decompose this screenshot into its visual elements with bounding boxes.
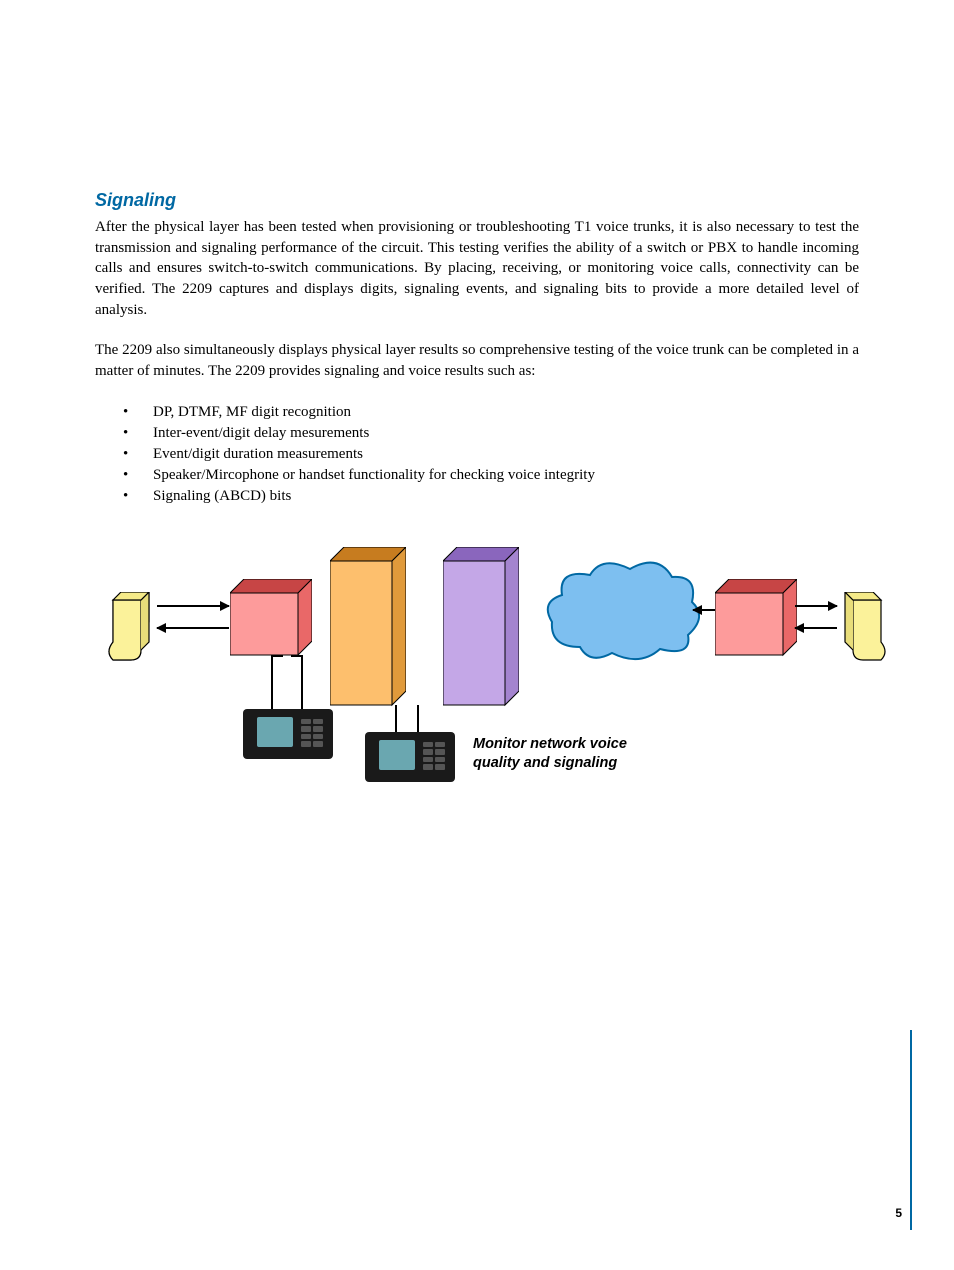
arrow-icon [795, 627, 837, 629]
switch-right-icon [715, 579, 797, 657]
list-item: Event/digit duration measurements [95, 444, 859, 465]
paragraph-1: After the physical layer has been tested… [95, 217, 859, 320]
margin-rule [910, 1030, 912, 1230]
tap-line [271, 655, 273, 713]
list-item: Speaker/Mircophone or handset functional… [95, 465, 859, 486]
terminal-right-icon [837, 592, 889, 667]
terminal-left-icon [105, 592, 157, 667]
list-item: DP, DTMF, MF digit recognition [95, 402, 859, 423]
section-heading: Signaling [95, 190, 859, 211]
arrow-icon [157, 627, 229, 629]
caption-line: Monitor network voice [473, 735, 627, 754]
network-cloud-icon [540, 557, 700, 677]
arrow-icon [693, 609, 715, 611]
arrow-icon [795, 605, 837, 607]
network-element-icon [443, 547, 519, 707]
tap-line [301, 655, 303, 713]
page-number: 5 [895, 1206, 902, 1220]
central-office-icon [330, 547, 406, 707]
tap-line [417, 705, 419, 735]
arrow-icon [157, 605, 229, 607]
bullet-list: DP, DTMF, MF digit recognition Inter-eve… [95, 402, 859, 507]
caption-line: quality and signaling [473, 754, 627, 773]
tap-line [395, 705, 397, 735]
paragraph-2: The 2209 also simultaneously displays ph… [95, 340, 859, 381]
test-device-icon [243, 709, 333, 769]
switch-left-icon [230, 579, 312, 657]
list-item: Signaling (ABCD) bits [95, 486, 859, 507]
signaling-diagram: Monitor network voice quality and signal… [95, 537, 865, 797]
list-item: Inter-event/digit delay mesurements [95, 423, 859, 444]
diagram-caption: Monitor network voice quality and signal… [473, 735, 627, 773]
test-device-icon [365, 732, 455, 792]
